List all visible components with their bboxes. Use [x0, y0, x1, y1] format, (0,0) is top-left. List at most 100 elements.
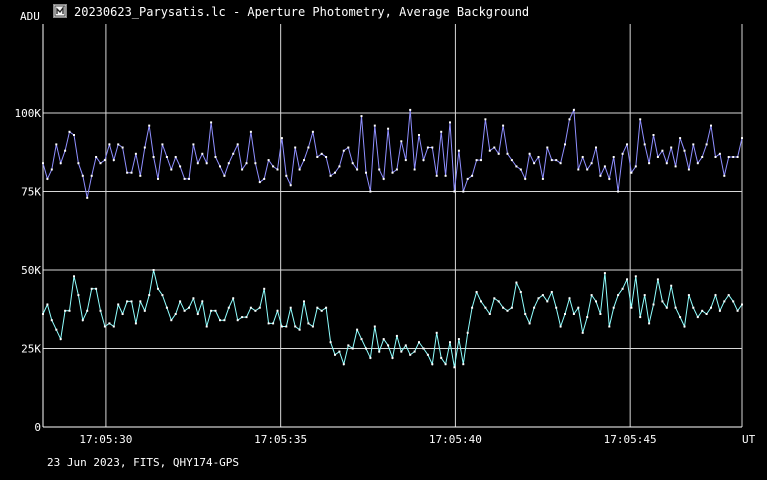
data-point: [139, 300, 142, 303]
data-point: [718, 309, 721, 312]
data-point: [338, 165, 341, 168]
series-line-2: [42, 269, 743, 368]
data-point: [502, 306, 505, 309]
data-point: [334, 353, 336, 356]
data-point: [223, 319, 226, 322]
data-point: [161, 143, 164, 146]
data-point: [701, 309, 704, 312]
data-point: [599, 174, 602, 177]
data-point: [603, 272, 606, 275]
data-point: [258, 306, 261, 309]
data-point: [351, 347, 354, 350]
series-line-1: [42, 107, 743, 198]
data-point: [696, 162, 699, 165]
data-point: [356, 328, 359, 331]
data-point: [643, 294, 646, 297]
data-point: [342, 363, 345, 366]
data-point: [727, 156, 730, 158]
footer-info: 23 Jun 2023, FITS, QHY174-GPS: [47, 456, 240, 469]
data-point: [179, 165, 182, 168]
data-point: [263, 177, 266, 180]
data-point: [484, 306, 487, 309]
data-point: [422, 347, 425, 350]
data-point: [258, 181, 261, 184]
data-point: [276, 309, 279, 312]
data-point: [617, 294, 620, 297]
data-point: [413, 168, 416, 171]
series-group: [42, 107, 743, 369]
data-point: [435, 174, 438, 177]
data-point: [232, 297, 235, 300]
data-point: [86, 309, 89, 312]
x-tick-label: 17:05:45: [604, 433, 657, 446]
data-point: [457, 338, 460, 341]
data-point: [196, 162, 199, 165]
data-point: [130, 171, 133, 174]
data-point: [103, 159, 106, 162]
data-point: [241, 168, 244, 171]
data-point: [241, 316, 244, 319]
data-point: [90, 174, 93, 177]
data-point: [586, 168, 589, 171]
data-point: [714, 294, 717, 297]
data-point: [192, 143, 195, 146]
data-point: [280, 325, 283, 328]
data-point: [320, 152, 323, 155]
data-point: [409, 353, 412, 356]
data-point: [648, 322, 651, 325]
data-point: [435, 331, 438, 334]
data-point: [692, 143, 695, 146]
data-point: [121, 146, 124, 149]
data-point: [329, 174, 332, 177]
data-point: [493, 146, 496, 149]
data-point: [267, 159, 270, 162]
data-point: [603, 165, 606, 168]
data-point: [670, 284, 673, 287]
data-point: [236, 143, 239, 146]
data-point: [227, 162, 230, 165]
data-point: [581, 156, 584, 158]
data-point: [710, 124, 712, 127]
data-point: [568, 297, 571, 300]
data-point: [236, 319, 239, 322]
data-point: [55, 143, 58, 146]
data-point: [294, 325, 297, 328]
data-point: [546, 300, 549, 303]
data-point: [157, 177, 159, 180]
data-point: [488, 313, 491, 315]
data-point: [77, 162, 80, 165]
data-point: [276, 168, 279, 171]
data-point: [404, 159, 407, 162]
data-point: [170, 319, 173, 322]
data-point: [449, 341, 451, 344]
app-logo-icon[interactable]: [53, 4, 67, 18]
data-point: [577, 168, 580, 171]
data-point: [205, 162, 208, 165]
data-point: [148, 294, 151, 297]
y-tick-label: 50K: [21, 264, 41, 277]
data-point: [400, 140, 403, 143]
data-point: [298, 328, 301, 331]
data-point: [108, 143, 111, 146]
data-point: [497, 300, 500, 303]
data-point: [718, 152, 721, 155]
data-point: [652, 303, 655, 306]
data-point: [42, 162, 44, 165]
data-point: [188, 177, 190, 180]
y-tick-label: 25K: [21, 343, 41, 356]
data-point: [307, 322, 310, 325]
data-point: [68, 309, 71, 312]
data-point: [572, 313, 575, 315]
data-point: [679, 316, 682, 319]
data-point: [373, 124, 376, 127]
data-point: [506, 309, 509, 312]
data-point: [165, 156, 168, 158]
data-point: [413, 350, 416, 353]
data-point: [378, 350, 381, 353]
data-point: [705, 143, 708, 146]
data-point: [506, 152, 509, 155]
data-point: [298, 168, 301, 171]
data-point: [431, 146, 434, 149]
data-point: [409, 108, 412, 111]
data-point: [457, 149, 460, 152]
